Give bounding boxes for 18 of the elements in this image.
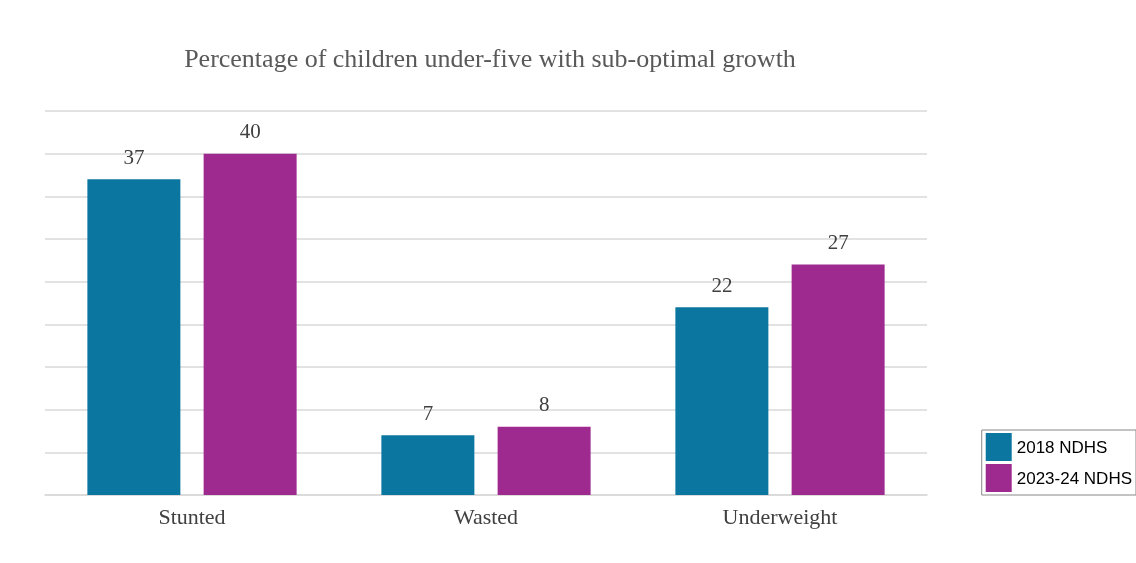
x-tick-label: Wasted [453, 503, 519, 529]
data-label: 8 [538, 392, 550, 417]
bar [87, 179, 181, 495]
chart-title: Percentage of children under-five with sub-optimal growth [184, 43, 796, 73]
legend-label: 2018 NDHS [1016, 437, 1108, 457]
bar [497, 426, 591, 495]
data-label: 37 [123, 144, 145, 169]
bar [203, 153, 297, 495]
bar [791, 264, 885, 495]
data-label: 22 [711, 272, 733, 297]
x-tick-label: Underweight [722, 503, 838, 529]
data-label: 40 [239, 119, 261, 144]
data-label: 27 [827, 230, 849, 255]
data-label: 7 [422, 400, 434, 425]
legend-label: 2023-24 NDHS [1016, 468, 1132, 488]
bar [675, 307, 769, 495]
bar [381, 435, 475, 495]
x-tick-label: Stunted [158, 503, 226, 529]
